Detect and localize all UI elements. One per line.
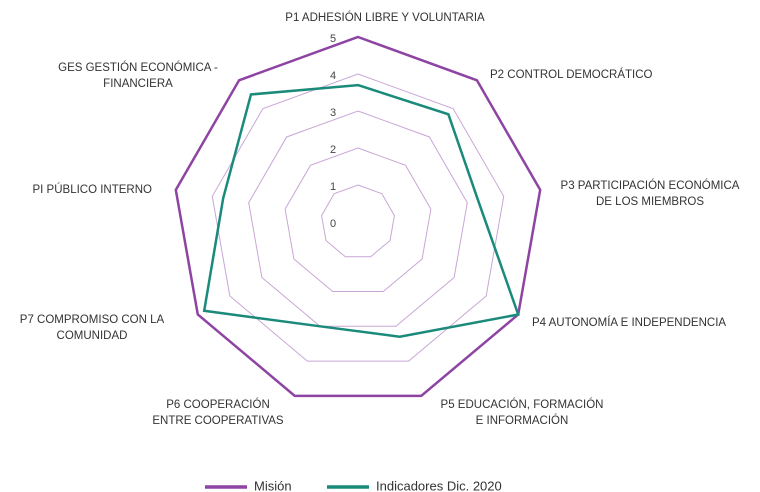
- axis-label: P4 AUTONOMÍA E INDEPENDENCIA: [532, 316, 726, 329]
- legend-text: Indicadores Dic. 2020: [376, 478, 502, 492]
- series-line: [202, 83, 520, 339]
- tick-label: 1: [330, 181, 336, 193]
- legend-text: Misión: [254, 478, 292, 492]
- tick-label: 3: [330, 107, 336, 119]
- series-line: [174, 35, 542, 398]
- axis-label: P5 EDUCACIÓN, FORMACIÓN E INFORMACIÓN: [441, 398, 604, 427]
- grid-ring: [321, 184, 395, 258]
- tick-label: 5: [330, 33, 336, 45]
- grid-ring: [211, 73, 505, 362]
- grid-ring: [284, 147, 432, 293]
- axis-label: P7 COMPROMISO CON LA COMUNIDAD: [20, 314, 165, 342]
- axis-label: PI PÚBLICO INTERNO: [33, 183, 153, 196]
- axis-label: GES GESTIÓN ECONÓMICA -FINANCIERA: [58, 61, 218, 90]
- tick-label: 0: [330, 218, 336, 230]
- axis-label: P6 COOPERACIÓN ENTRE COOPERATIVAS: [152, 398, 284, 427]
- tick-label: 2: [330, 144, 336, 156]
- axis-label: P3 PARTICIPACIÓN ECONÓMICA DE LOS MIEMBRO…: [561, 179, 740, 208]
- grid-ring: [248, 110, 468, 327]
- tick-label: 4: [330, 70, 336, 82]
- axis-label: P2 CONTROL DEMOCRÁTICO: [490, 68, 653, 81]
- axis-label: P1 ADHESIÓN LIBRE Y VOLUNTARIA: [285, 11, 485, 24]
